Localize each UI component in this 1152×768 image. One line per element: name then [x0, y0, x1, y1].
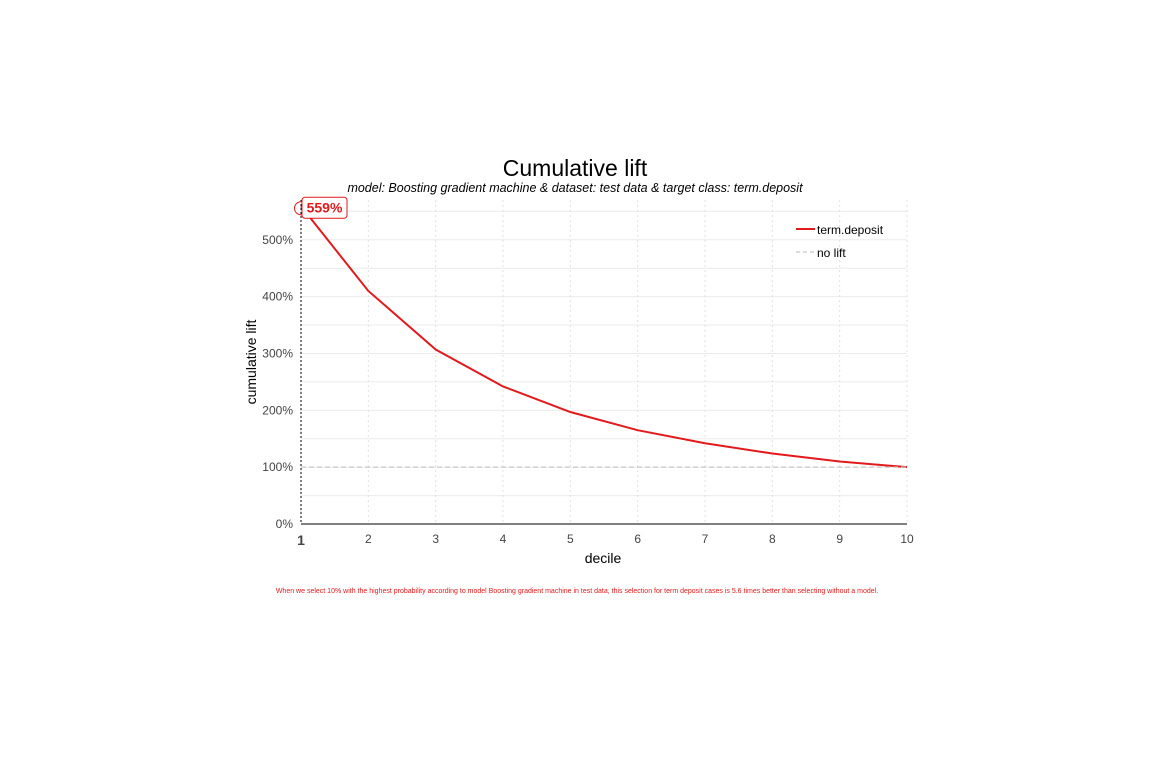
x-tick-label: 8 [769, 532, 776, 546]
x-tick-label: 6 [634, 532, 641, 546]
x-tick-label: 4 [500, 532, 507, 546]
x-tick-label: 9 [836, 532, 843, 546]
axes [300, 200, 907, 525]
chart-title: Cumulative lift [503, 155, 648, 181]
legend-label: no lift [817, 246, 846, 260]
callout: 559% [294, 196, 348, 219]
y-axis-label: cumulative lift [243, 319, 259, 404]
ticks: 0% 100% 200% 300% 400% 500% 1 2 3 4 5 6 7 8 9 10 [262, 233, 914, 548]
legend-label: term.deposit [817, 223, 884, 237]
y-tick-label: 200% [262, 403, 293, 417]
x-tick-label: 3 [432, 532, 439, 546]
x-tick-label: 7 [702, 532, 709, 546]
y-tick-label: 400% [262, 290, 293, 304]
callout-box [301, 196, 348, 219]
y-tick-label: 100% [262, 460, 293, 474]
callout-label: 559% [307, 199, 343, 215]
chart-subtitle: model: Boosting gradient machine & datas… [347, 181, 803, 195]
x-tick-label: 10 [900, 532, 914, 546]
x-tick-label: 2 [365, 532, 372, 546]
chart-annotation: When we select 10% with the highest prob… [276, 588, 878, 595]
y-tick-label: 500% [262, 233, 293, 247]
y-tick-label: 0% [276, 517, 294, 531]
x-tick-label: 1 [297, 532, 305, 548]
x-tick-label: 5 [567, 532, 574, 546]
y-tick-label: 300% [262, 346, 293, 360]
x-axis-label: decile [585, 550, 622, 566]
series-line-term-deposit [300, 205, 908, 469]
series [300, 205, 908, 469]
legend: term.deposit no lift [796, 223, 884, 260]
